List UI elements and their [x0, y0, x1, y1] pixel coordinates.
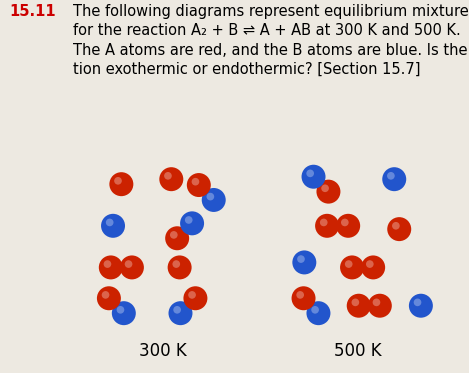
Circle shape [368, 294, 392, 318]
Circle shape [104, 260, 111, 268]
Circle shape [206, 193, 214, 200]
Circle shape [347, 294, 371, 318]
Circle shape [321, 184, 329, 192]
Circle shape [174, 306, 181, 314]
Circle shape [392, 222, 400, 230]
Circle shape [387, 172, 395, 180]
Circle shape [102, 291, 109, 299]
Text: The following diagrams represent equilibrium mixtures
for the reaction A₂ + B ⇌ : The following diagrams represent equilib… [73, 4, 469, 77]
Circle shape [306, 301, 331, 325]
Circle shape [366, 260, 374, 268]
Circle shape [311, 306, 319, 314]
Circle shape [97, 286, 121, 310]
Circle shape [187, 173, 211, 197]
Circle shape [361, 256, 385, 279]
Circle shape [336, 214, 360, 238]
Circle shape [159, 167, 183, 191]
Circle shape [125, 260, 132, 268]
Circle shape [183, 286, 207, 310]
Circle shape [165, 226, 189, 250]
Circle shape [192, 178, 199, 185]
Circle shape [387, 217, 411, 241]
Circle shape [167, 256, 192, 279]
Circle shape [99, 256, 123, 279]
Circle shape [292, 250, 316, 275]
Circle shape [345, 260, 353, 268]
Text: 500 K: 500 K [334, 342, 381, 360]
Circle shape [340, 256, 364, 279]
Circle shape [101, 214, 125, 238]
Circle shape [352, 298, 359, 306]
Circle shape [414, 298, 421, 306]
Circle shape [202, 188, 226, 212]
Circle shape [292, 286, 316, 310]
Circle shape [120, 256, 144, 279]
Circle shape [173, 260, 180, 268]
Circle shape [382, 167, 406, 191]
Circle shape [117, 306, 124, 314]
Circle shape [317, 180, 340, 204]
Circle shape [409, 294, 433, 318]
Circle shape [302, 165, 325, 189]
Circle shape [188, 291, 196, 299]
Circle shape [170, 231, 178, 239]
Circle shape [109, 172, 133, 196]
Circle shape [114, 177, 122, 185]
Circle shape [296, 291, 304, 299]
Text: 15.11: 15.11 [9, 4, 56, 19]
Circle shape [320, 219, 327, 226]
Circle shape [106, 219, 113, 226]
Circle shape [341, 219, 348, 226]
Circle shape [315, 214, 339, 238]
Circle shape [297, 255, 305, 263]
Circle shape [306, 169, 314, 177]
Circle shape [373, 298, 380, 306]
Circle shape [180, 211, 204, 235]
Circle shape [164, 172, 172, 180]
Circle shape [185, 216, 193, 224]
Text: 300 K: 300 K [139, 342, 187, 360]
Circle shape [112, 301, 136, 325]
Circle shape [168, 301, 192, 325]
